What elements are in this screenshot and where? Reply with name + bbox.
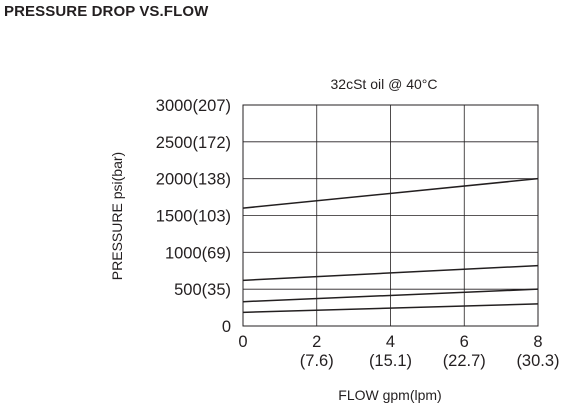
series-group xyxy=(242,177,539,314)
x-tick-label: 2 xyxy=(312,333,321,351)
y-tick-label: 3000(207) xyxy=(156,97,231,115)
x-tick-label: 0 xyxy=(238,333,247,351)
series-line-3 xyxy=(242,288,539,303)
chart-grid xyxy=(243,105,538,326)
x-axis-ticks: 0 2(7.6) 4(15.1) 6(22.7) 8(30.3) xyxy=(238,333,559,370)
y-axis-ticks: 0 500(35) 1000(69) 1500(103) 2000(138) 2500(1… xyxy=(156,97,231,336)
y-axis-label: PRESSURE psi(bar) xyxy=(109,152,125,280)
x-axis-label: FLOW gpm(lpm) xyxy=(338,387,441,403)
page-title: PRESSURE DROP VS.FLOW xyxy=(4,3,209,20)
series-line-4 xyxy=(242,303,539,314)
chart-title: 32cSt oil @ 40°C xyxy=(331,76,438,92)
y-tick-label: 1500(103) xyxy=(156,208,231,226)
x-tick-sublabel: (15.1) xyxy=(369,352,412,370)
plot-frame xyxy=(242,104,539,327)
x-tick-sublabel: (22.7) xyxy=(443,352,486,370)
x-tick-sublabel: (7.6) xyxy=(300,352,334,370)
y-tick-label: 0 xyxy=(222,318,231,336)
x-tick-sublabel: (30.3) xyxy=(516,352,559,370)
y-tick-label: 1000(69) xyxy=(165,244,231,262)
series-line-2 xyxy=(242,264,539,282)
x-tick-label: 6 xyxy=(460,333,469,351)
y-tick-label: 2500(172) xyxy=(156,134,231,152)
x-tick-label: 4 xyxy=(386,333,395,351)
y-tick-label: 2000(138) xyxy=(156,171,231,189)
y-tick-label: 500(35) xyxy=(174,281,231,299)
x-tick-label: 8 xyxy=(533,333,542,351)
series-line-1 xyxy=(242,177,539,209)
